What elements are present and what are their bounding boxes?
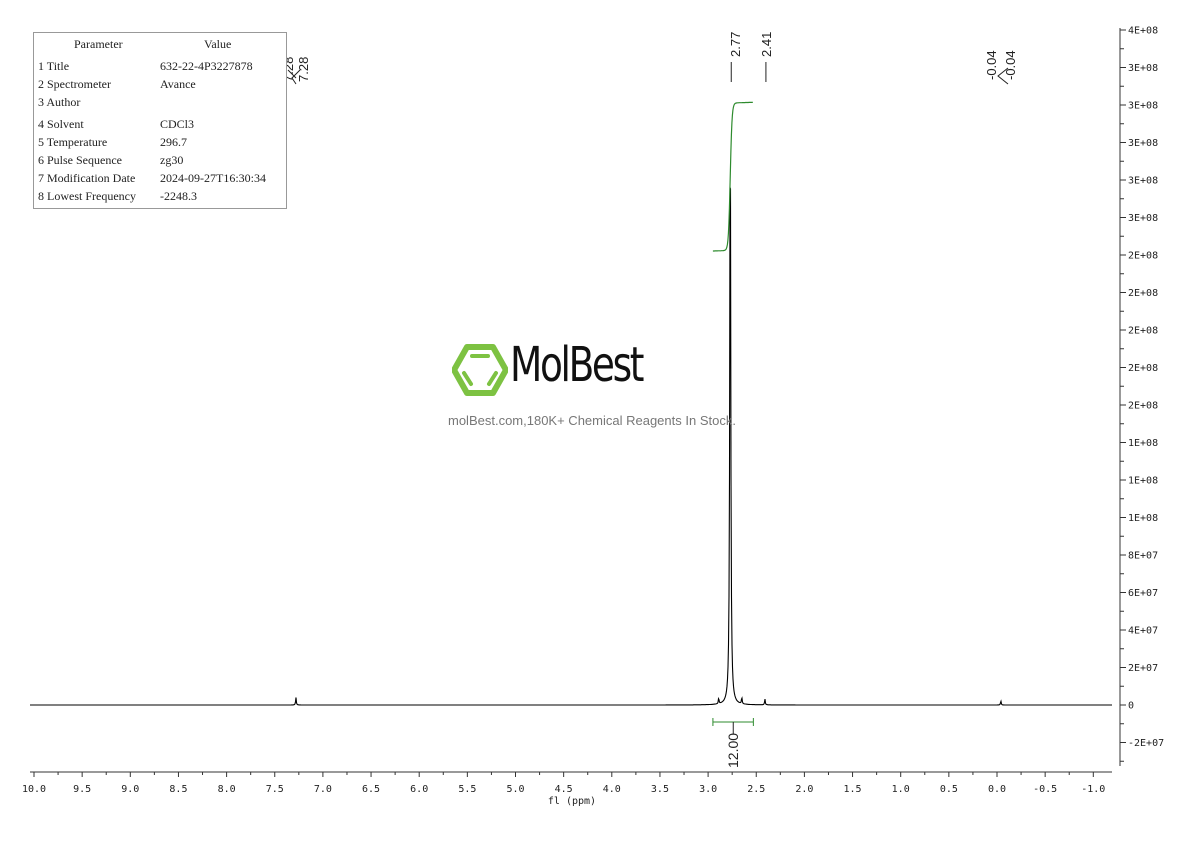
x-tick-label: 8.0 (218, 784, 236, 795)
parameter-label: 5 Temperature (38, 135, 108, 149)
parameter-label: 6 Pulse Sequence (38, 153, 122, 167)
x-tick-label: 2.5 (747, 784, 765, 795)
x-tick-label: 1.0 (892, 784, 910, 795)
x-tick-label: 3.0 (699, 784, 717, 795)
y-axis: 4E+08 3E+08 3E+08 3E+08 3E+08 3E+08 2E+08 2E+08… (1119, 26, 1164, 766)
x-tick-label: 3.5 (651, 784, 669, 795)
y-tick-label: 2E+08 (1128, 401, 1158, 412)
y-tick-label: 2E+08 (1128, 326, 1158, 337)
peak-label-connector (997, 67, 1009, 85)
parameter-label: 8 Lowest Frequency (38, 189, 136, 203)
y-tick-label: 3E+08 (1128, 101, 1158, 112)
y-tick-label: 2E+08 (1128, 363, 1158, 374)
peak-label: -0.04 (984, 50, 999, 80)
parameter-value: 2024-09-27T16:30:34 (160, 171, 266, 185)
y-tick-label: 1E+08 (1128, 476, 1158, 487)
x-tick-label: -0.5 (1033, 784, 1057, 795)
parameter-header: Parameter (74, 37, 123, 51)
x-tick-label: 6.0 (410, 784, 428, 795)
x-tick-label: 9.5 (73, 784, 91, 795)
y-tick-label: 4E+08 (1128, 26, 1158, 37)
parameter-label: 1 Title (38, 59, 70, 73)
watermark-tagline: molBest.com,180K+ Chemical Reagents In S… (448, 413, 736, 428)
x-tick-label: 0.0 (988, 784, 1006, 795)
molbest-logo: MolBest (452, 337, 672, 399)
x-tick-label: 8.5 (169, 784, 187, 795)
y-tick-label: 1E+08 (1128, 513, 1158, 524)
x-tick-label: 9.0 (121, 784, 139, 795)
y-tick-label: 3E+08 (1128, 213, 1158, 224)
x-tick-label: 5.5 (458, 784, 476, 795)
y-tick-label: 2E+08 (1128, 288, 1158, 299)
y-tick-label: 8E+07 (1128, 551, 1158, 562)
y-tick-label: -2E+07 (1128, 738, 1164, 749)
x-tick-label: 7.5 (266, 784, 284, 795)
parameter-label: 4 Solvent (38, 117, 84, 131)
y-tick-label: 3E+08 (1128, 63, 1158, 74)
parameter-value: 296.7 (160, 135, 187, 149)
x-tick-label: 0.5 (940, 784, 958, 795)
x-axis: 10.0 9.5 9.0 8.5 8.0 7.5 7.0 6.5 6.0 5.5 5.0 4.5 4.0… (22, 771, 1112, 795)
y-tick-label: 2E+08 (1128, 251, 1158, 262)
y-tick-label: 0 (1128, 701, 1134, 712)
y-tick-label: 3E+08 (1128, 138, 1158, 149)
peak-label: 2.77 (728, 32, 743, 57)
parameter-table: Parameter Value 1 Title 632-22-4P3227878 2… (33, 32, 287, 209)
peak-label-connector (287, 69, 301, 85)
x-axis-label: fl (ppm) (548, 796, 596, 807)
y-tick-label: 6E+07 (1128, 588, 1158, 599)
x-tick-label: 6.5 (362, 784, 380, 795)
x-tick-label: 2.0 (795, 784, 813, 795)
y-tick-label: 1E+08 (1128, 438, 1158, 449)
x-tick-label: 10.0 (22, 784, 46, 795)
spectrum-plot: 12.00 (30, 101, 1112, 768)
y-tick-label: 2E+07 (1128, 663, 1158, 674)
value-header: Value (204, 37, 232, 51)
parameter-value: zg30 (160, 153, 184, 167)
parameter-value: CDCl3 (160, 117, 195, 131)
parameter-label: 3 Author (38, 95, 81, 109)
parameter-value: -2248.3 (160, 189, 197, 203)
peak-label: 7.28 (296, 57, 311, 82)
peak-label: 2.41 (759, 32, 774, 57)
benzene-logo-icon (452, 344, 508, 396)
x-tick-label: 5.0 (506, 784, 524, 795)
x-tick-label: 4.0 (603, 784, 621, 795)
logo-text: MolBest (510, 337, 644, 393)
peak-label: -0.04 (1003, 50, 1018, 80)
parameter-value: Avance (160, 77, 196, 91)
integral-value: 12.00 (725, 733, 741, 768)
y-tick-label: 3E+08 (1128, 176, 1158, 187)
x-tick-label: -1.0 (1081, 784, 1105, 795)
x-tick-label: 1.5 (844, 784, 862, 795)
integral-curve (712, 101, 753, 252)
y-tick-label: 4E+07 (1128, 626, 1158, 637)
x-tick-label: 4.5 (555, 784, 573, 795)
parameter-label: 7 Modification Date (38, 171, 136, 185)
parameter-label: 2 Spectrometer (38, 77, 111, 91)
x-tick-label: 7.0 (314, 784, 332, 795)
parameter-value: 632-22-4P3227878 (160, 59, 253, 73)
spectrum-line (30, 187, 1112, 706)
peak-labels: 7.28 7.282.77 2.41-0.04 -0.04 (281, 32, 1018, 85)
